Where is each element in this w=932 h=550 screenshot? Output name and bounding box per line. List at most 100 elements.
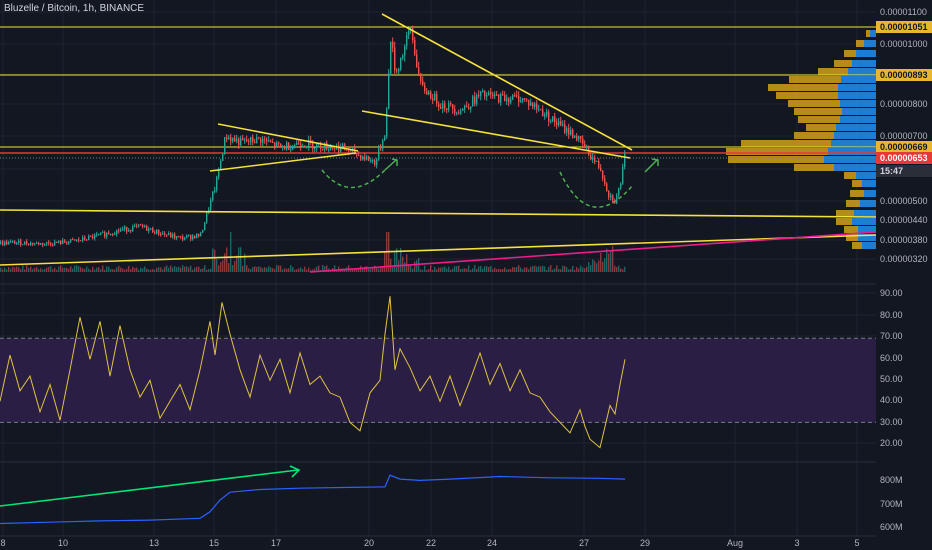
candle-body — [274, 142, 276, 147]
volume-bar — [88, 268, 90, 272]
volume-profile-row-blue — [860, 200, 876, 207]
candle-body — [424, 84, 426, 91]
time-axis[interactable]: 8 10 13 15 17 20 22 24 27 29 Aug 3 5 — [0, 538, 859, 548]
volume-bar — [520, 267, 522, 272]
candle-body — [270, 140, 272, 143]
volume-bar — [356, 268, 358, 272]
price-tick-label: 0.00000700 — [880, 131, 928, 141]
candle-body — [260, 138, 262, 143]
candle-body — [198, 233, 200, 237]
volume-profile-row-blue — [870, 30, 876, 37]
volume-bar — [380, 266, 382, 272]
volume-bar — [554, 268, 556, 272]
candle-body — [532, 102, 534, 107]
candle-body — [420, 73, 422, 81]
candle-body — [290, 149, 292, 151]
obv-line — [0, 474, 626, 525]
candle-body — [322, 148, 324, 150]
candle-body — [562, 124, 564, 126]
candle-body — [558, 121, 560, 126]
candle-body — [124, 226, 126, 230]
candle-body — [474, 96, 476, 104]
volume-bar — [14, 267, 16, 272]
candle-body — [4, 241, 6, 245]
candle-body — [230, 137, 232, 142]
candle-body — [450, 103, 452, 105]
candle-body — [84, 237, 86, 240]
volume-profile-row-blue — [856, 50, 876, 57]
volume-bar — [118, 265, 120, 272]
volume-bar — [416, 259, 418, 272]
candle-body — [248, 141, 250, 143]
candle-body — [236, 138, 238, 142]
candle-body — [24, 241, 26, 245]
volume-bar — [426, 269, 428, 272]
volume-bar — [16, 266, 18, 272]
volume-bar — [166, 265, 168, 272]
candle-body — [314, 147, 316, 149]
volume-bar — [350, 268, 352, 272]
volume-bar — [506, 269, 508, 272]
rsi-tick-label: 90.00 — [880, 288, 903, 298]
volume-bar — [24, 269, 26, 272]
candle-body — [204, 222, 206, 231]
volume-bar — [474, 265, 476, 272]
volume-bar — [364, 266, 366, 272]
candle-body — [190, 234, 192, 240]
candle-body — [380, 148, 382, 150]
volume-bar — [6, 269, 8, 272]
candle-body — [160, 234, 162, 236]
candle-body — [492, 94, 494, 97]
candle-body — [570, 129, 572, 135]
volume-profile-row-gold — [836, 218, 852, 225]
candle-body — [266, 139, 268, 142]
volume-profile-row-gold — [789, 76, 841, 83]
volume-bar — [72, 268, 74, 272]
volume-bar — [282, 269, 284, 272]
candle-body — [324, 142, 326, 150]
volume-bar — [46, 267, 48, 272]
volume-bar — [370, 268, 372, 272]
volume-profile-row-gold — [850, 190, 864, 197]
candle-body — [26, 241, 28, 244]
candle-body — [352, 148, 354, 150]
volume-bar — [98, 267, 100, 272]
volume-profile-row-gold — [846, 200, 860, 207]
volume-bar — [306, 269, 308, 272]
trendline-drawings[interactable] — [0, 13, 877, 507]
volume-bar — [204, 265, 206, 272]
candle-body — [346, 149, 348, 151]
volume-bar — [334, 265, 336, 272]
candle-body — [288, 142, 290, 150]
trendline — [381, 13, 633, 151]
candle-body — [126, 226, 128, 232]
candle-body — [584, 143, 586, 148]
volume-bar — [142, 268, 144, 272]
volume-bar — [224, 253, 226, 272]
price-tick-label: 0.00000440 — [880, 215, 928, 225]
candle-body — [28, 243, 30, 245]
volume-bar — [500, 269, 502, 272]
volume-bar — [404, 262, 406, 272]
volume-bar — [588, 262, 590, 272]
price-axis[interactable]: 0.000011000.000010000.000009000.00000800… — [876, 0, 932, 550]
volume-bar — [596, 263, 598, 272]
candle-body — [308, 140, 310, 147]
price-tick-label: 0.00000320 — [880, 254, 928, 264]
volume-bar — [452, 268, 454, 272]
volume-bar — [0, 267, 2, 272]
candle-body — [544, 114, 546, 117]
candle-body — [470, 106, 472, 109]
volume-bar — [144, 266, 146, 272]
volume-bar — [504, 267, 506, 272]
volume-bar — [550, 265, 552, 272]
volume-bar — [120, 267, 122, 272]
volume-bar — [494, 267, 496, 272]
volume-bar — [38, 269, 40, 272]
volume-bar — [54, 267, 56, 272]
rsi-band-fill — [0, 338, 876, 423]
candle-body — [104, 232, 106, 237]
volume-profile-row-blue — [864, 190, 876, 197]
candle-body — [582, 138, 584, 144]
